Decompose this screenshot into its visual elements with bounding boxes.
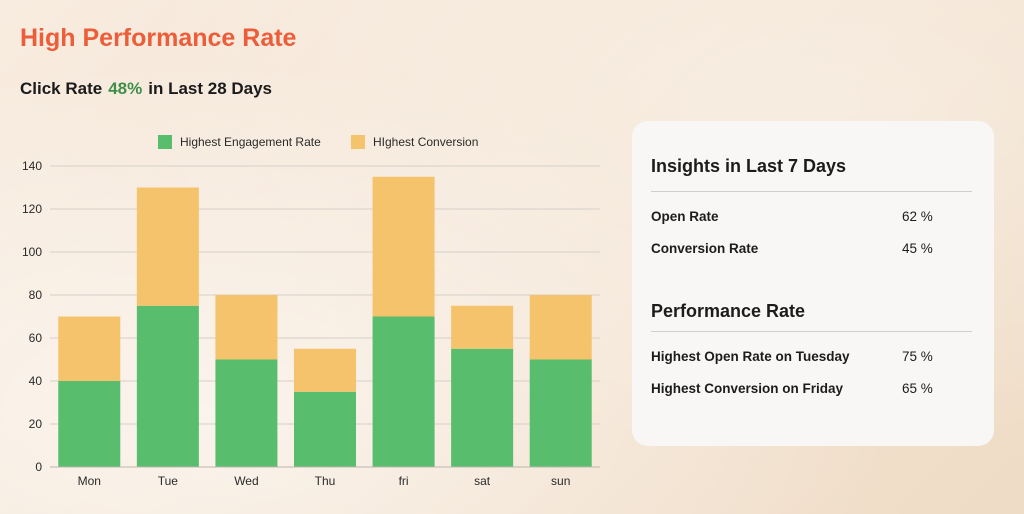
y-tick-label: 120 [22,202,42,216]
click-rate-label: Click Rate [20,79,103,98]
bar-conversion [451,305,514,349]
insight-label: Open Rate [651,209,719,224]
performance-label: Highest Conversion on Friday [651,381,844,396]
bar-engagement [215,359,278,467]
performance-row-open-rate: Highest Open Rate on Tuesday 75 % [651,349,941,364]
legend-engagement-label: Highest Engagement Rate [180,135,321,149]
click-rate-summary: Click Rate 48% in Last 28 Days [20,79,272,99]
x-tick-label: sun [551,474,570,488]
insights-divider [651,191,972,192]
click-rate-period: in Last 28 Days [148,79,273,98]
insight-value: 62 % [902,209,933,224]
legend-engagement-swatch [158,135,172,149]
bar-engagement [136,305,199,467]
y-tick-label: 140 [22,159,42,173]
performance-row-conversion: Highest Conversion on Friday 65 % [651,381,941,396]
bar-conversion [136,187,199,306]
x-tick-label: Thu [315,474,336,488]
x-tick-label: fri [399,474,409,488]
y-tick-label: 20 [29,417,43,431]
legend-conversion-swatch [351,135,365,149]
bar-engagement [451,348,514,467]
performance-divider [651,331,972,332]
performance-title: Performance Rate [651,301,806,321]
x-tick-label: Wed [234,474,258,488]
y-tick-label: 40 [29,374,43,388]
insight-row-open-rate: Open Rate 62 % [651,209,941,224]
performance-value: 75 % [902,349,933,364]
performance-label: Highest Open Rate on Tuesday [651,349,850,364]
click-rate-value: 48% [108,79,143,98]
bar-engagement [294,391,356,467]
bar-conversion [215,295,278,360]
insight-row-conversion-rate: Conversion Rate 45 % [651,241,941,256]
insights-panel: Insights in Last 7 Days Open Rate 62 % C… [632,121,994,446]
bar-conversion [58,316,121,381]
x-tick-label: sat [474,474,491,488]
insight-value: 45 % [902,241,933,256]
y-tick-label: 80 [29,288,43,302]
insights-title: Insights in Last 7 Days [651,156,847,176]
y-tick-label: 100 [22,245,42,259]
performance-value: 65 % [902,381,933,396]
x-tick-label: Tue [158,474,179,488]
bar-conversion [372,176,435,317]
y-tick-label: 60 [29,331,43,345]
page-title: High Performance Rate [20,24,297,52]
bar-engagement [529,359,592,467]
stacked-bar-chart: 0 20 40 60 80 100 120 140 Mon Tue Wed Thu fri sat sun H… [22,135,600,488]
legend-conversion-label: HIghest Conversion [373,135,478,149]
x-tick-label: Mon [78,474,101,488]
bar-engagement [58,381,121,467]
y-tick-label: 0 [35,460,42,474]
bar-conversion [294,348,356,392]
bar-engagement [372,316,435,467]
bar-conversion [529,295,592,360]
insight-label: Conversion Rate [651,241,759,256]
